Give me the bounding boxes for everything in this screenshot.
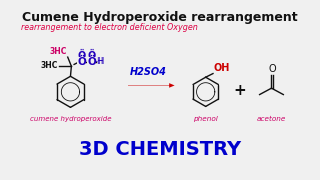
Text: Ö: Ö: [87, 57, 96, 67]
Text: H: H: [97, 57, 103, 66]
Text: rearrangement to electron deficient Oxygen: rearrangement to electron deficient Oxyg…: [21, 23, 198, 32]
Text: acetone: acetone: [257, 116, 286, 122]
Text: Ö: Ö: [87, 51, 96, 61]
Text: -H: -H: [95, 57, 104, 66]
Text: H2SO4: H2SO4: [130, 67, 166, 77]
Text: Ö: Ö: [77, 51, 85, 61]
Text: Ö: Ö: [77, 57, 86, 67]
Text: Cumene Hydroperoxide rearrangement: Cumene Hydroperoxide rearrangement: [22, 10, 298, 24]
FancyArrow shape: [128, 83, 175, 88]
Text: O: O: [268, 64, 276, 74]
Text: +: +: [233, 82, 246, 98]
Text: cumene hydroperoxide: cumene hydroperoxide: [30, 116, 111, 122]
Text: 3HC: 3HC: [49, 47, 67, 56]
Text: 3HC: 3HC: [40, 61, 58, 70]
Text: 3D CHEMISTRY: 3D CHEMISTRY: [79, 140, 241, 159]
Text: phenol: phenol: [193, 116, 218, 122]
Text: OH: OH: [214, 63, 230, 73]
